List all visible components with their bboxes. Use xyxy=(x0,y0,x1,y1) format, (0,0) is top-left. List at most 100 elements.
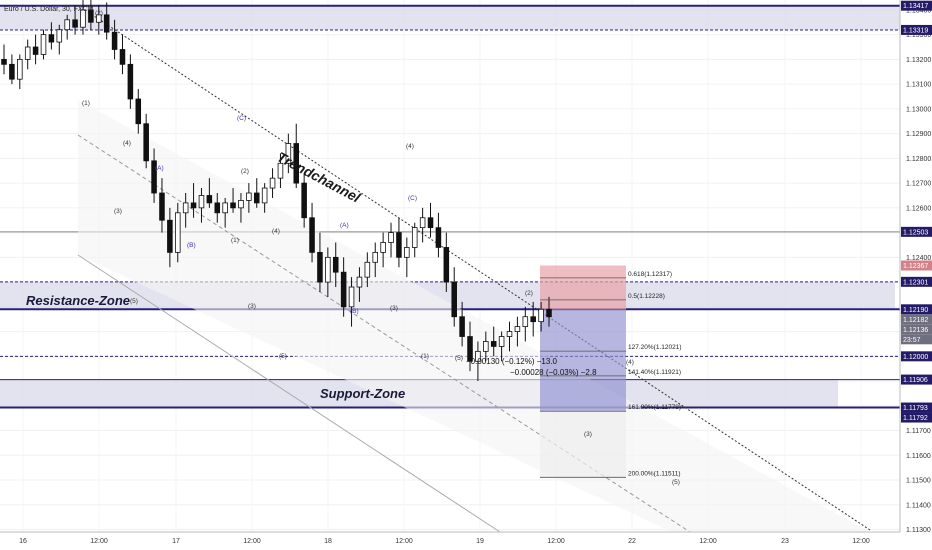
wave-label: (5) xyxy=(279,353,287,360)
price-tag-box xyxy=(901,24,932,35)
channel-fill xyxy=(78,100,870,545)
y-tick-label: 1.11600 xyxy=(906,453,931,460)
price-tag-label: 1.13319 xyxy=(903,27,928,34)
candle-body xyxy=(451,281,457,318)
wave-label: (1) xyxy=(421,353,429,360)
price-tag-label: 1.11793 xyxy=(903,405,928,412)
wave-label: (4) xyxy=(406,143,414,150)
x-tick-label: 19 xyxy=(476,538,484,545)
time-axis: 16 12:00 17 12:00 18 12:00 19 12:00 22 12:00 23 12:… xyxy=(19,538,870,545)
price-tag-label: 1.12503 xyxy=(903,229,928,236)
candle-body xyxy=(332,256,339,273)
measurement-label-2: −0.00028 (−0.03%) −2.8 xyxy=(510,368,597,377)
y-tick-label: 1.13300 xyxy=(906,32,931,39)
candle-body xyxy=(522,316,529,328)
y-tick-label: 1.12700 xyxy=(906,181,931,188)
wave-label: (A) xyxy=(340,222,349,229)
candle-body xyxy=(317,251,323,283)
zone-band xyxy=(0,5,900,30)
wave-label: (1) xyxy=(82,100,90,107)
channel-lower-line xyxy=(77,254,501,533)
y-tick-label: 1.13200 xyxy=(906,57,931,64)
fib-level-label: 0.5(1.12228) xyxy=(628,293,665,300)
candle-body xyxy=(459,316,465,337)
wave-labels: (1) (2) (3) (4) (5) (A) (B) (C) (A) (B) (C) (1) (2) (… xyxy=(82,10,680,486)
x-tick-label: 12:00 xyxy=(547,538,565,545)
y-tick-label: 1.12600 xyxy=(906,205,931,212)
candle-body xyxy=(372,251,379,263)
wave-label: (3) xyxy=(390,305,398,312)
candle-body xyxy=(190,202,197,209)
candle-body xyxy=(285,143,292,164)
time-axis-background xyxy=(0,532,932,550)
price-tag-box xyxy=(901,226,932,237)
price-tag-box xyxy=(901,0,932,11)
x-tick-label: 16 xyxy=(19,538,27,545)
price-tag-box xyxy=(901,324,932,335)
x-tick-label: 12:00 xyxy=(699,538,717,545)
fib-level-label: 161.80%(1.11778) xyxy=(628,404,681,411)
candle-body xyxy=(396,232,402,258)
candle-body xyxy=(325,256,331,283)
price-tag-label: 1.12301 xyxy=(903,279,928,286)
x-tick-label: 17 xyxy=(172,538,180,545)
wave-label: (4) xyxy=(123,140,131,147)
price-tag-box xyxy=(901,334,932,345)
candle-body xyxy=(143,123,149,162)
candle-body xyxy=(301,182,307,219)
candle-body xyxy=(48,34,55,43)
candle-body xyxy=(135,98,142,125)
candle-body xyxy=(530,316,536,323)
candle-body xyxy=(159,192,165,221)
position-stop-box xyxy=(540,265,626,310)
candle-body xyxy=(293,143,300,184)
x-tick-label: 23 xyxy=(781,538,789,545)
candle-body xyxy=(506,331,513,337)
price-tag-label: 1.12190 xyxy=(903,307,928,314)
candle-body xyxy=(17,58,23,80)
price-tag-label: 1.13417 xyxy=(903,3,928,10)
fib-level-label: 127.20%(1.12021) xyxy=(628,344,682,351)
candle-body xyxy=(222,202,228,214)
candle-body xyxy=(167,219,173,253)
candle-body xyxy=(498,336,505,347)
position-target-box xyxy=(540,309,626,412)
candle-body xyxy=(24,46,31,60)
candle-body xyxy=(538,308,544,323)
candle-body xyxy=(514,326,521,332)
wave-label: (3) xyxy=(584,431,592,438)
candle-body xyxy=(490,341,497,347)
wave-label: (3) xyxy=(248,303,256,310)
price-tag-label: 1.11792 xyxy=(903,415,928,422)
candle-body xyxy=(96,14,102,23)
wave-label: (C) xyxy=(237,115,246,122)
price-tag-box xyxy=(901,374,932,385)
wave-label: (5) xyxy=(455,355,463,362)
trend-channel xyxy=(77,11,871,545)
y-tick-label: 1.13400 xyxy=(906,7,931,14)
price-tag-box xyxy=(901,412,932,423)
candle-body xyxy=(198,195,205,209)
candle-body xyxy=(348,286,355,308)
candle-body xyxy=(182,202,189,214)
wave-label: (1) xyxy=(231,237,239,244)
candle-body xyxy=(277,162,284,179)
candle-body xyxy=(1,58,7,65)
y-tick-label: 1.13000 xyxy=(906,106,931,113)
candle-body xyxy=(427,217,434,229)
candle-body xyxy=(411,227,418,248)
candle-body xyxy=(72,19,78,28)
candle-body xyxy=(388,232,394,243)
x-tick-label: 12:00 xyxy=(395,538,413,545)
price-tag-label: 1.12136 xyxy=(903,327,928,334)
wave-label: (2) xyxy=(95,10,103,17)
fib-level-label: 200.00%(1.11511) xyxy=(628,470,681,477)
candle-body xyxy=(364,261,371,278)
support-zone-label: Support-Zone xyxy=(320,386,405,401)
candle-body xyxy=(214,202,221,214)
price-tag-box xyxy=(901,276,932,287)
channel-upper-line xyxy=(87,11,871,531)
candle-body xyxy=(261,187,268,204)
wave-label: (3) xyxy=(114,208,122,215)
candle-body xyxy=(404,247,410,258)
